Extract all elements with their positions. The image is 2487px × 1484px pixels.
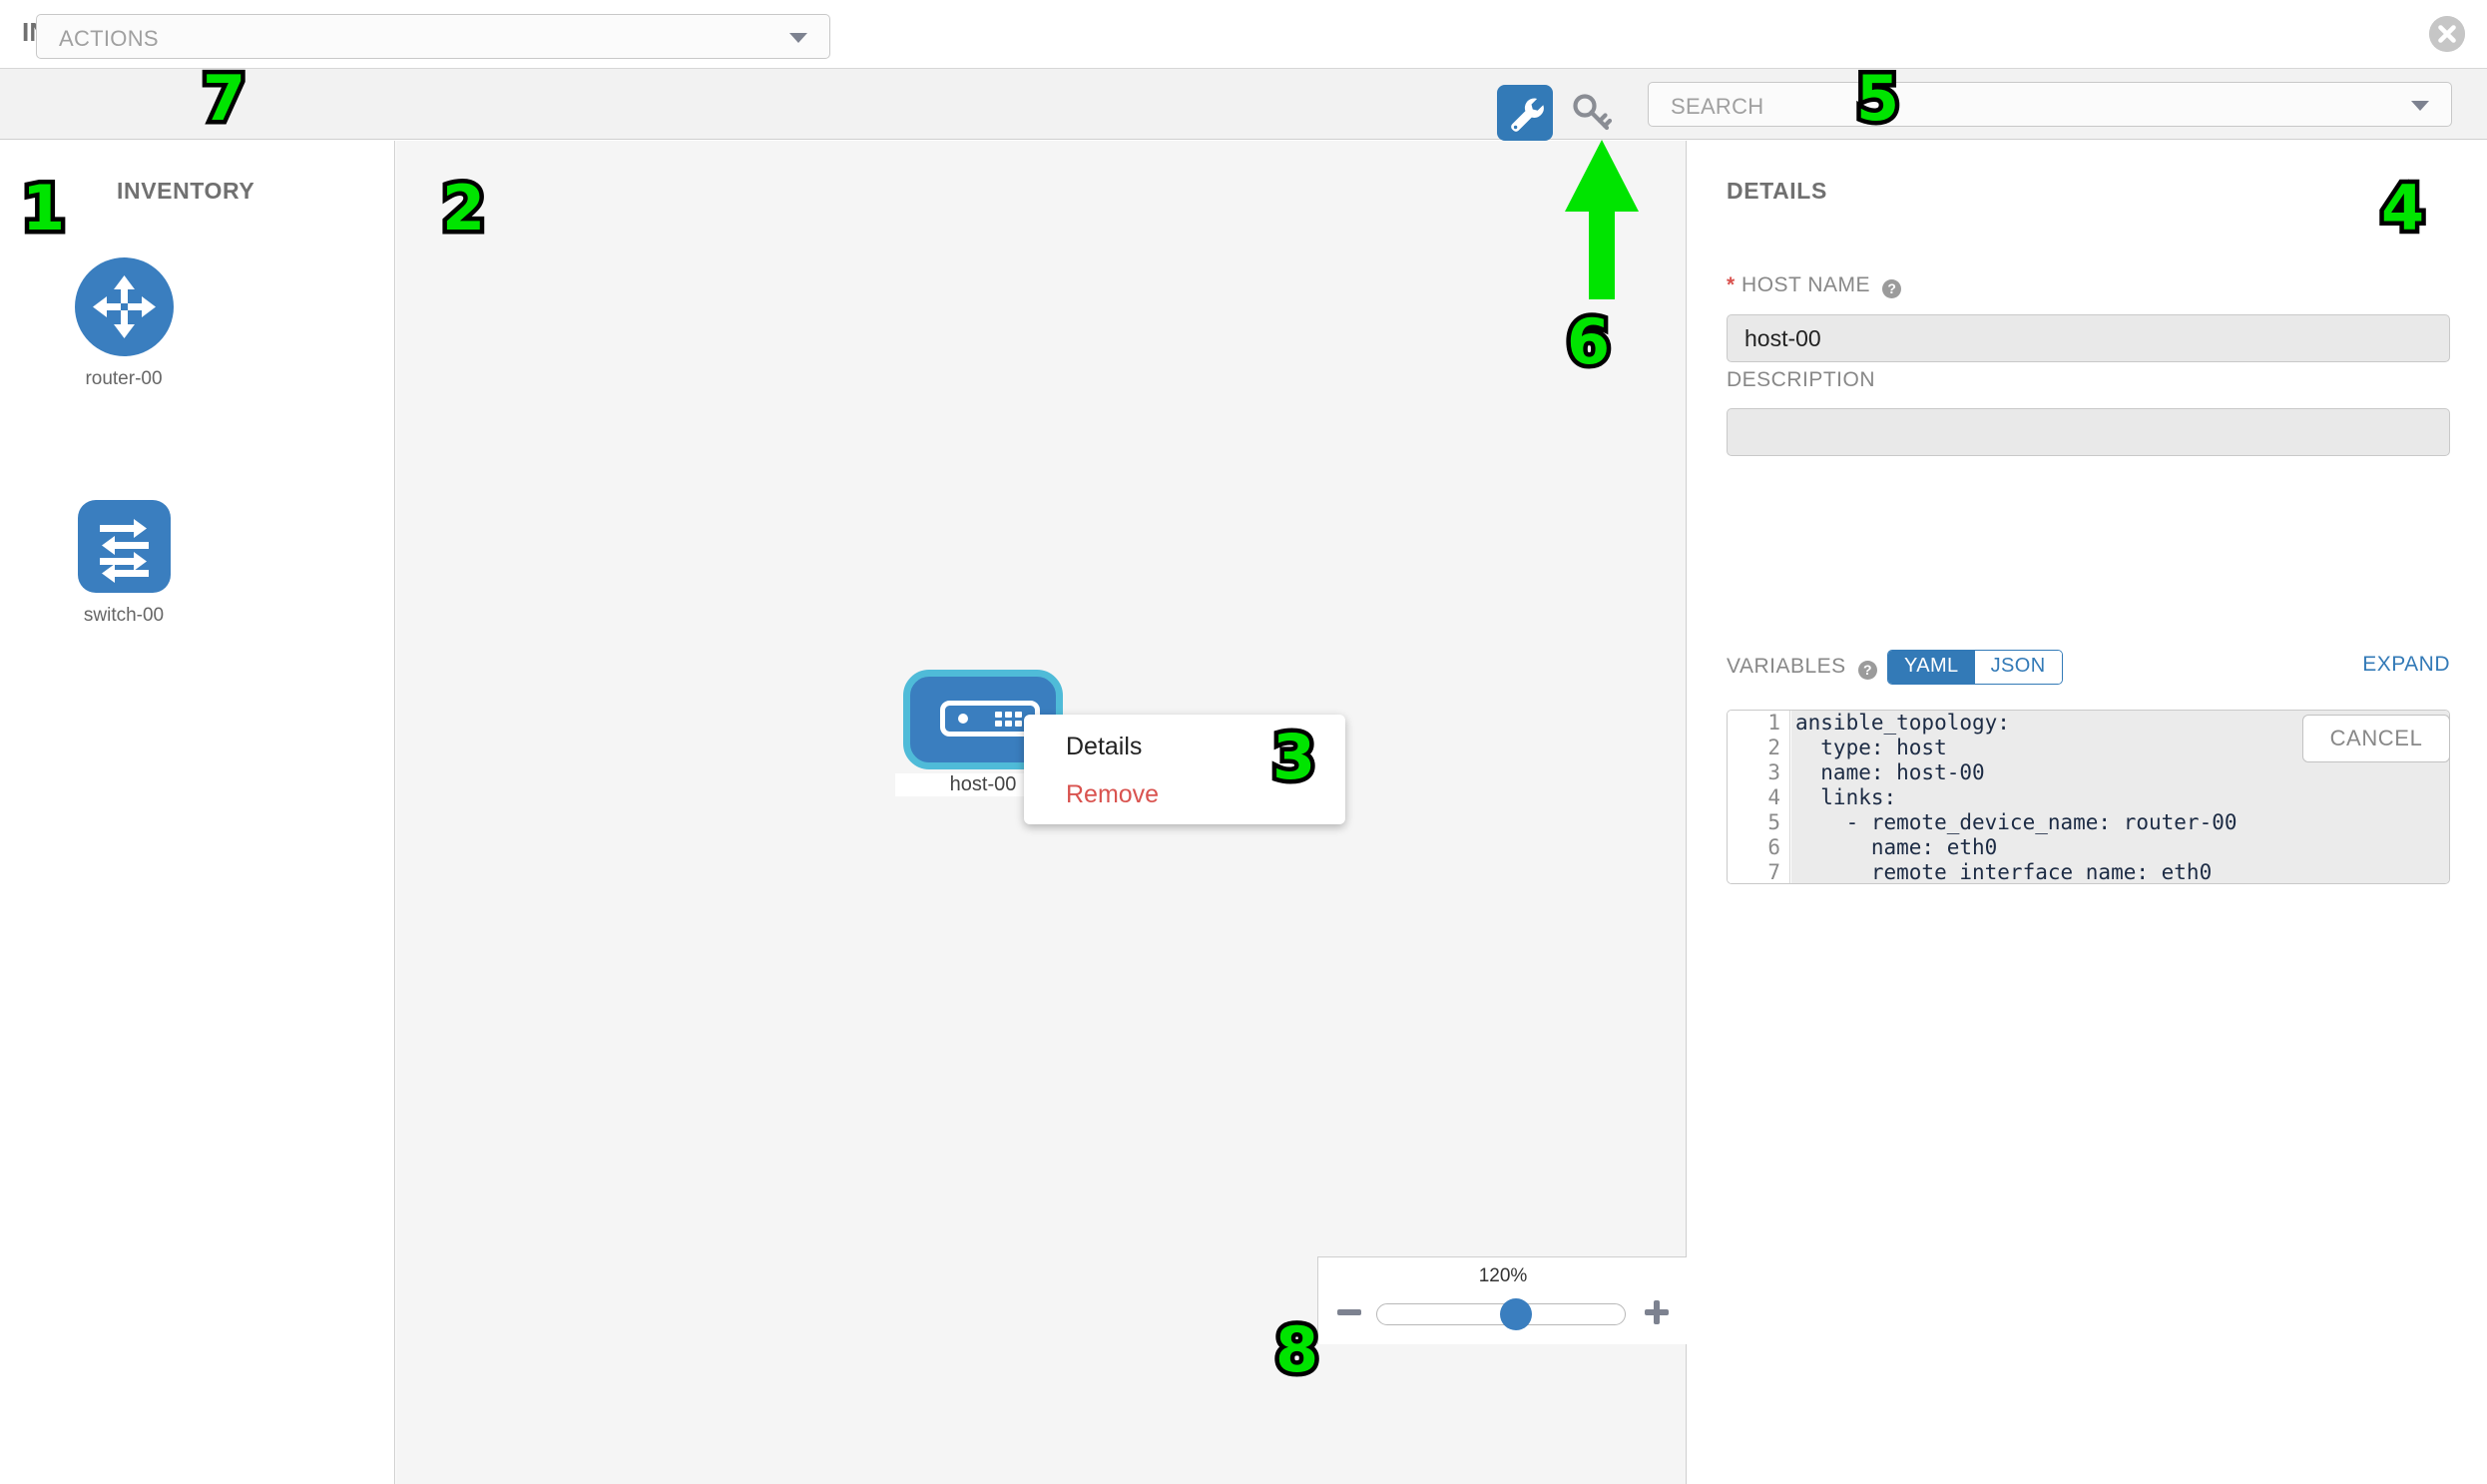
- variables-format-toggle: YAML JSON: [1887, 650, 2063, 685]
- chevron-down-icon: [2411, 100, 2429, 111]
- details-title: DETAILS: [1727, 178, 1827, 204]
- code-line-number: 4: [1767, 785, 1780, 809]
- code-line[interactable]: ansible_topology:: [1795, 711, 2010, 735]
- actions-dropdown-label: ACTIONS: [59, 26, 159, 51]
- close-icon[interactable]: [2429, 16, 2465, 52]
- help-icon[interactable]: ?: [1858, 661, 1878, 680]
- expand-link[interactable]: EXPAND: [2362, 653, 2450, 676]
- context-menu-item-remove[interactable]: Remove: [1066, 780, 1160, 808]
- search-placeholder: SEARCH: [1671, 94, 1764, 119]
- host-name-field[interactable]: [1727, 314, 2450, 362]
- actions-dropdown[interactable]: ACTIONS: [36, 14, 830, 59]
- zoom-slider-thumb[interactable]: [1500, 1298, 1532, 1330]
- code-line[interactable]: remote_interface_name: eth0: [1795, 860, 2213, 883]
- code-line[interactable]: type: host: [1795, 736, 1947, 759]
- code-line-number: 6: [1767, 835, 1780, 859]
- required-marker: *: [1727, 273, 1736, 296]
- host-name-label: * HOST NAME ?: [1727, 273, 1902, 298]
- code-line[interactable]: - remote_device_name: router-00: [1795, 810, 2238, 834]
- code-line-number: 1: [1767, 711, 1780, 735]
- switch-icon: [77, 500, 171, 593]
- details-panel: DETAILS * HOST NAME ? DESCRIPTION VARIAB…: [1688, 141, 2487, 1484]
- zoom-control: 120%: [1317, 1256, 1687, 1344]
- chevron-down-icon: [789, 32, 807, 43]
- help-icon[interactable]: ?: [1882, 279, 1902, 298]
- inventory-item-label: router-00: [85, 368, 163, 389]
- code-line-number: 3: [1767, 760, 1780, 784]
- cancel-button[interactable]: CANCEL: [2302, 715, 2450, 762]
- inventory-item-router[interactable]: router-00: [24, 257, 224, 390]
- code-line[interactable]: name: eth0: [1795, 835, 1998, 859]
- code-line[interactable]: links:: [1795, 785, 1897, 809]
- code-line-number: 2: [1767, 736, 1780, 759]
- inventory-panel: INVENTORY router-00: [0, 141, 395, 1484]
- context-menu: Details Remove: [1024, 715, 1345, 824]
- description-field[interactable]: [1727, 408, 2450, 456]
- search-input[interactable]: SEARCH: [1648, 82, 2452, 127]
- key-icon[interactable]: [1569, 90, 1615, 136]
- wrench-button[interactable]: [1497, 85, 1553, 141]
- inventory-title: INVENTORY: [117, 178, 255, 204]
- inventory-item-switch[interactable]: switch-00: [24, 500, 224, 627]
- inventory-item-label: switch-00: [83, 605, 165, 626]
- zoom-in-button[interactable]: [1643, 1298, 1671, 1326]
- host-name-label-text: HOST NAME: [1741, 273, 1870, 296]
- toggle-yaml[interactable]: YAML: [1888, 651, 1975, 684]
- zoom-level-label: 120%: [1478, 1265, 1528, 1286]
- zoom-out-button[interactable]: [1335, 1298, 1363, 1326]
- toggle-json[interactable]: JSON: [1974, 651, 2062, 684]
- description-label: DESCRIPTION: [1727, 368, 1876, 391]
- code-line-number: 7: [1767, 860, 1780, 884]
- router-icon: [74, 257, 174, 356]
- code-line-number: 5: [1767, 810, 1780, 834]
- variables-label-text: VARIABLES: [1727, 655, 1846, 678]
- variables-label: VARIABLES ?: [1727, 655, 1878, 680]
- code-line[interactable]: name: host-00: [1795, 760, 1985, 784]
- context-menu-item-details[interactable]: Details: [1066, 733, 1143, 760]
